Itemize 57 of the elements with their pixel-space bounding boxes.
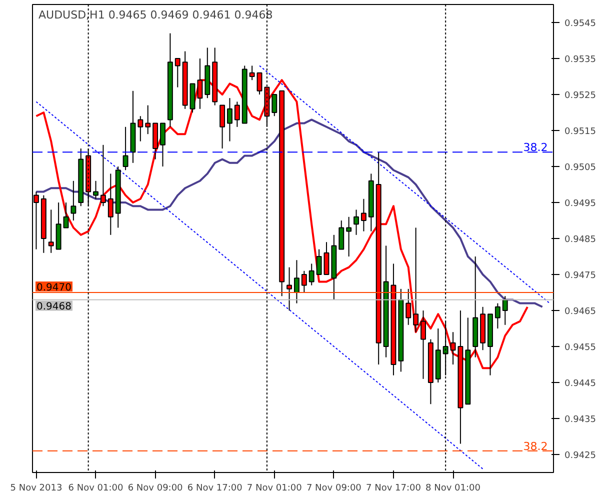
annotation: 38.2 <box>523 440 548 453</box>
y-tick-label: 0.9505 <box>564 163 596 173</box>
candlestick <box>227 98 232 142</box>
candlestick <box>338 220 344 250</box>
candlestick <box>70 180 76 221</box>
candlestick <box>100 144 106 207</box>
x-tick-label: 6 Nov 09:00 <box>128 484 184 494</box>
candlestick <box>494 302 500 329</box>
candlestick <box>220 104 226 149</box>
x-tick-label: 6 Nov 17:00 <box>187 484 243 494</box>
x-tick-label: 5 Nov 2013 <box>10 484 62 494</box>
y-tick-label: 0.9465 <box>564 307 596 317</box>
y-tick-label: 0.9475 <box>564 271 596 281</box>
candlestick <box>272 94 278 117</box>
candlestick <box>301 270 307 293</box>
x-tick-label: 7 Nov 17:00 <box>366 484 422 494</box>
candlestick <box>406 288 412 326</box>
chart-title: AUDUSD,H1 0.9465 0.9469 0.9461 0.9468 <box>38 8 273 22</box>
candlestick <box>249 65 255 81</box>
y-tick-label: 0.9425 <box>564 451 596 461</box>
y-tick-label: 0.9535 <box>564 55 596 65</box>
y-tick-label: 0.9525 <box>564 91 596 101</box>
y-tick-label: 0.9515 <box>564 127 596 137</box>
candlestick <box>108 173 114 236</box>
candlestick <box>413 227 419 333</box>
x-tick-label: 7 Nov 01:00 <box>246 484 302 494</box>
candlestick <box>63 202 69 228</box>
candlestick <box>360 198 366 232</box>
candlestick <box>138 116 144 142</box>
candlestick <box>346 216 352 257</box>
candlestick <box>354 209 359 236</box>
y-tick-label: 0.9545 <box>564 19 596 29</box>
y-tick-label: 0.9455 <box>564 343 596 353</box>
x-tick-label: 6 Nov 01:00 <box>68 484 124 494</box>
candlestick <box>294 260 300 304</box>
candlestick <box>256 72 262 95</box>
candlestick <box>234 101 240 128</box>
candlestick <box>324 242 330 275</box>
ref-line-label: 0.9470 <box>36 282 72 294</box>
candlestick <box>160 122 166 167</box>
annotation: 38.2 <box>523 141 548 154</box>
candlestick <box>286 266 292 311</box>
candlestick <box>502 296 508 326</box>
candlestick <box>174 58 180 88</box>
y-tick-label: 0.9445 <box>564 379 596 389</box>
y-tick-label: 0.9435 <box>564 415 596 425</box>
x-tick-label: 7 Nov 09:00 <box>306 484 362 494</box>
candlestick <box>308 263 314 286</box>
candlestick <box>316 248 322 275</box>
y-tick-label: 0.9495 <box>564 199 596 209</box>
y-tick-label: 0.9485 <box>564 235 596 245</box>
candlestick <box>93 180 98 200</box>
x-tick-label: 8 Nov 01:00 <box>426 484 481 494</box>
candlestick <box>145 104 151 135</box>
ref-line-label: 0.9468 <box>36 302 72 313</box>
candlestick <box>122 126 128 171</box>
candlestick <box>48 209 54 254</box>
